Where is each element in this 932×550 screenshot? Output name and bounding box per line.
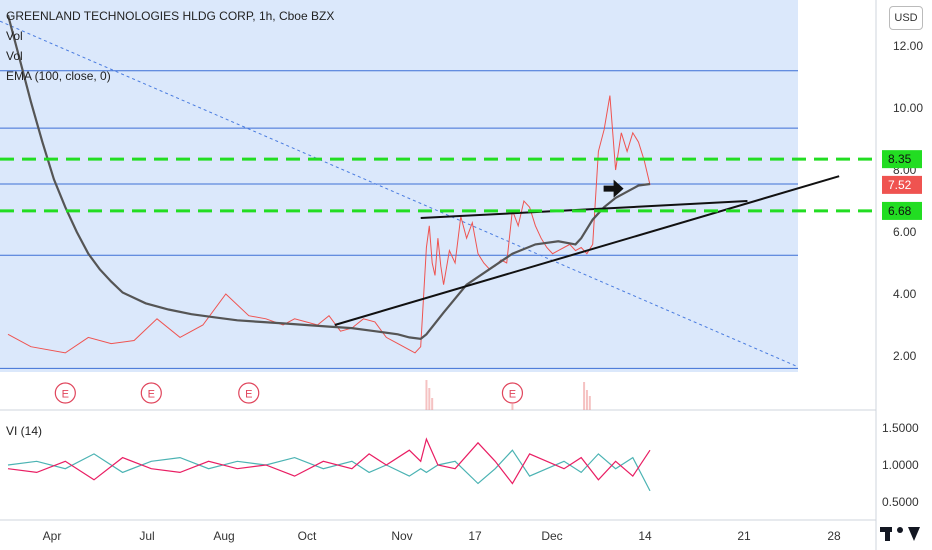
volume-bar <box>511 404 514 410</box>
symbol-title[interactable]: GREENLAND TECHNOLOGIES HLDG CORP, 1h, Cb… <box>6 9 335 23</box>
earnings-marker <box>501 382 524 404</box>
volume-bar <box>588 396 591 410</box>
time-tick-label: 28 <box>827 529 841 543</box>
earnings-marker-label: E <box>509 389 516 401</box>
time-tick-label: Aug <box>213 529 234 543</box>
price-label-tag <box>882 175 922 194</box>
earnings-marker-label: E <box>245 389 252 401</box>
volume-legend-1[interactable]: Vol <box>6 29 23 43</box>
chart-legend: GREENLAND TECHNOLOGIES HLDG CORP, 1h, Cb… <box>6 6 334 86</box>
price-tick-label: 4.00 <box>893 287 917 301</box>
vi-legend[interactable]: VI (14) <box>6 424 43 438</box>
earnings-marker <box>54 382 76 404</box>
time-tick-label: Dec <box>541 529 562 543</box>
time-tick-label: 14 <box>638 529 652 543</box>
volume-bar <box>585 390 588 410</box>
price-tick-label: 2.00 <box>893 349 917 363</box>
ema-series-line <box>6 14 651 341</box>
currency-button[interactable]: USD <box>889 6 923 30</box>
price-label-tag <box>882 150 922 169</box>
highlight-zone <box>0 0 798 372</box>
time-tick-label: Jul <box>139 529 154 543</box>
volume-legend-2[interactable]: Vol <box>6 49 23 63</box>
price-label-text: 6.68 <box>888 204 912 218</box>
price-label-text: 8.35 <box>888 152 912 166</box>
vi-tick-label: 1.5000 <box>882 421 919 435</box>
earnings-marker <box>238 382 260 404</box>
time-tick-label: Oct <box>298 529 317 543</box>
time-tick-label: 17 <box>468 529 482 543</box>
vi-tick-label: 0.5000 <box>882 495 919 509</box>
volume-bar <box>428 388 431 410</box>
time-tick-label: 21 <box>737 529 751 543</box>
vi-tick-label: 1.0000 <box>882 458 919 472</box>
trend-line <box>334 175 840 326</box>
tradingview-logo-icon[interactable] <box>878 524 924 544</box>
ema-legend[interactable]: EMA (100, close, 0) <box>6 69 111 83</box>
earnings-marker <box>140 382 162 404</box>
time-tick-label: Apr <box>43 529 62 543</box>
earnings-marker-label: E <box>62 389 69 401</box>
volume-bar <box>425 380 428 410</box>
price-label-tag <box>882 201 922 220</box>
earnings-marker-label: E <box>148 389 155 401</box>
diagonal-dotted-line <box>0 20 799 368</box>
price-label-text: 7.52 <box>888 178 912 192</box>
vi-minus-line <box>7 437 651 485</box>
vi-plus-line <box>7 449 651 492</box>
price-tick-label: 6.00 <box>893 225 917 239</box>
volume-bar <box>431 398 434 410</box>
price-tick-label: 12.00 <box>893 39 923 53</box>
right-arrow-icon <box>603 179 624 198</box>
volume-bar <box>583 382 586 410</box>
price-tick-label: 10.00 <box>893 101 923 115</box>
time-tick-label: Nov <box>391 529 412 543</box>
